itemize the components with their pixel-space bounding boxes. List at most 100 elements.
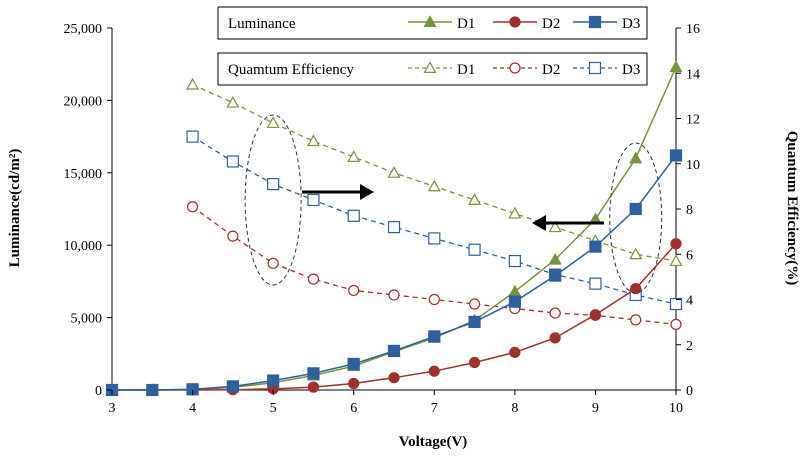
qe-point-d2 (267, 257, 279, 269)
luminance-point-d1 (629, 151, 643, 164)
luminance-point-d2 (549, 332, 561, 344)
luminance-point-d3 (428, 330, 441, 343)
qe-point-d2 (670, 318, 682, 330)
qe-point-d3 (307, 193, 320, 207)
luminance-point-d3 (267, 374, 280, 387)
y-right-axis-title: Quantum Efficiency(%) (784, 131, 800, 286)
luminance-point-d3 (589, 240, 602, 253)
luminance-point-d2 (468, 356, 481, 369)
x-tick-label: 7 (431, 401, 438, 416)
qe-point-d2 (307, 273, 320, 285)
qe-point-d2 (428, 293, 440, 306)
qe-point-d2 (388, 289, 400, 301)
qe-point-d1 (468, 193, 482, 205)
x-tick-label: 3 (109, 401, 116, 416)
luminance-point-d3 (508, 295, 521, 308)
y-right-tick-label: 10 (686, 158, 700, 173)
qe-point-d1 (629, 247, 643, 260)
y-left-tick-label: 5,000 (71, 312, 103, 327)
qe-point-d1 (669, 254, 683, 267)
qe-point-d3 (267, 178, 280, 191)
y-left-tick-label: 25,000 (64, 22, 103, 37)
qe-point-d1 (427, 179, 441, 192)
qe-point-d2 (348, 284, 360, 297)
qe-point-d2 (468, 298, 481, 310)
x-axis-title: Voltage(V) (399, 434, 468, 450)
x-tick-label: 4 (189, 401, 196, 416)
luminance-point-d1 (508, 284, 522, 297)
legend-qe-label-d1: D1 (457, 62, 475, 78)
qe-point-d3 (226, 155, 239, 168)
x-tick-label: 6 (350, 401, 357, 416)
luminance-point-d3 (307, 367, 320, 380)
qe-point-d3 (428, 232, 441, 245)
luminance-point-d3 (669, 149, 683, 162)
y-left-tick-label: 20,000 (64, 94, 103, 109)
x-tick-label: 10 (669, 401, 683, 416)
luminance-point-d3 (387, 344, 401, 358)
y-left-tick-label: 15,000 (64, 167, 103, 182)
annotations-layer (244, 114, 663, 294)
qe-point-d3 (347, 209, 360, 222)
y-right-tick-label: 6 (686, 248, 693, 263)
qe-point-d1 (266, 116, 280, 129)
x-tick-label: 9 (592, 401, 599, 416)
y-right-tick-label: 12 (686, 113, 700, 128)
qe-point-d3 (589, 277, 602, 290)
qe-point-d1 (548, 220, 562, 233)
qe-point-d1 (226, 95, 240, 108)
qe-point-d3 (508, 254, 521, 268)
y-right-tick-label: 8 (686, 203, 693, 218)
luminance-point-d2 (509, 346, 521, 358)
x-tick-label: 8 (511, 401, 518, 416)
qe-point-d1 (387, 166, 401, 178)
qe-point-d3 (186, 130, 199, 143)
y-left-tick-label: 10,000 (64, 239, 103, 254)
luminance-point-d1 (548, 252, 562, 265)
qe-point-d1 (306, 134, 320, 147)
luminance-point-d3 (347, 357, 360, 371)
qe-point-d2 (630, 314, 642, 326)
y-right-tick-label: 16 (686, 22, 700, 37)
legend-luminance-label-d2: D2 (542, 16, 560, 32)
y-right-tick-label: 14 (686, 67, 700, 82)
annotation-ellipse-right (609, 142, 663, 294)
luminance-point-d2 (428, 365, 440, 377)
ticks-layer: 3 4 5 6 7 8 9 1005,00010,00015,00020,00025,0000… (64, 22, 701, 416)
luminance-point-d3 (629, 202, 642, 216)
legend-luminance-marker-d3 (588, 15, 602, 29)
x-tick-label: 5 (270, 401, 277, 416)
luminance-point-d2 (307, 381, 320, 393)
qe-point-d2 (549, 307, 561, 319)
legend-qe-label-d3: D3 (622, 62, 640, 78)
legend-luminance-label-d1: D1 (457, 16, 475, 32)
legend-luminance-label-d3: D3 (622, 16, 640, 32)
y-right-tick-label: 0 (686, 384, 693, 399)
qe-point-d3 (669, 297, 683, 311)
annotation-ellipse-left (244, 114, 302, 286)
luminance-point-d1 (669, 60, 683, 73)
qe-point-d1 (508, 206, 522, 219)
luminance-point-d3 (549, 269, 562, 282)
annotation-arrow-right-head (360, 184, 374, 200)
y-left-tick-label: 0 (95, 384, 102, 399)
legend-qe-label-d2: D2 (542, 62, 560, 78)
qe-point-d2 (227, 230, 239, 242)
legend-luminance-title: Luminance (228, 16, 296, 32)
qe-point-d3 (387, 221, 401, 234)
luminance-point-d2 (388, 372, 400, 384)
luminance-point-d2 (670, 238, 682, 250)
qe-line-d3 (192, 136, 677, 305)
legend-qe-title: Quamtum Efficiency (228, 62, 354, 78)
luminance-point-d3 (226, 380, 239, 393)
legend-luminance-marker-d2 (509, 16, 521, 28)
legend-entries: D1 D2 D3 D1 D2 D3 (408, 15, 640, 78)
qe-point-d2 (186, 201, 199, 213)
luminance-point-d3 (146, 383, 159, 397)
legend-luminance-marker-d1 (423, 15, 437, 27)
legend-qe-marker-d3 (588, 61, 602, 75)
luminance-point-d2 (348, 377, 360, 390)
legend-qe-marker-d2 (509, 62, 521, 74)
luminance-point-d3 (468, 315, 481, 329)
